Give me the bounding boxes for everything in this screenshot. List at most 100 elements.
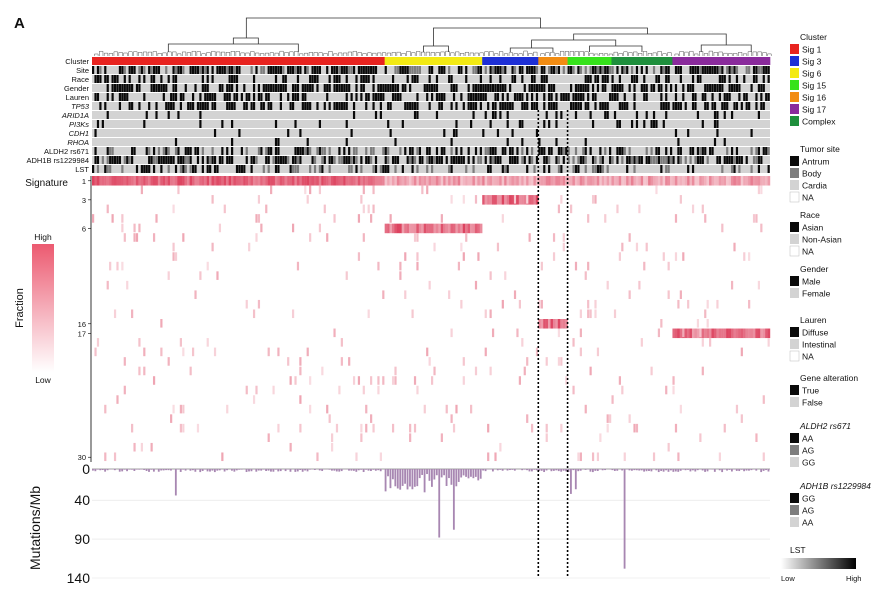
track-cell [328, 84, 331, 92]
track-label-gender: Gender [64, 84, 90, 93]
track-cell [496, 93, 500, 101]
dendrogram-leaf [533, 51, 538, 56]
heatmap-cell [143, 366, 146, 376]
track-cell [228, 84, 231, 92]
track-cell [718, 156, 721, 164]
mutation-bar [760, 469, 763, 473]
mutation-bar [694, 469, 697, 472]
heatmap-cell [355, 176, 359, 186]
heatmap-cell [752, 214, 756, 223]
mutation-bar [706, 469, 709, 472]
heatmap-cell [672, 376, 675, 385]
heatmap-cell [630, 176, 634, 186]
track-cell [723, 93, 726, 101]
lst-high-label: High [846, 574, 861, 583]
legend-item-label: Female [802, 289, 831, 299]
track-cell [233, 93, 236, 101]
heatmap-cell [687, 176, 690, 186]
track-cell [462, 156, 465, 164]
track-cell [384, 156, 387, 164]
heatmap-cell [306, 176, 310, 186]
heatmap-cell [516, 195, 519, 205]
heatmap-cell [645, 176, 649, 186]
track-cell [660, 156, 663, 164]
heatmap-cell [562, 242, 565, 252]
track-cell [689, 66, 692, 74]
heatmap-cell [628, 290, 631, 299]
track-cell [513, 93, 517, 101]
track-cell [228, 156, 231, 164]
track-cell [284, 84, 287, 92]
track-cell [113, 75, 117, 83]
track-cell [640, 156, 643, 164]
track-cell [133, 66, 136, 74]
heatmap-cell [709, 338, 712, 347]
heatmap-cell [701, 176, 705, 186]
dendrogram-leaf [230, 51, 235, 56]
mutation-bar [482, 469, 485, 471]
mutation-bar [687, 469, 689, 470]
track-cell [435, 156, 439, 164]
track-cell [667, 165, 670, 173]
track-cell [494, 147, 497, 155]
heatmap-cell [674, 252, 678, 261]
track-cell [362, 84, 365, 92]
mutation-bar [440, 469, 443, 478]
heatmap-cell [635, 176, 639, 186]
heatmap-cell [699, 328, 702, 338]
track-cell [257, 147, 261, 155]
track-cell [599, 156, 602, 164]
heatmap-cell [491, 195, 495, 205]
track-cell [633, 102, 636, 110]
track-cell [333, 84, 336, 92]
heatmap-cell [572, 176, 576, 186]
track-cell [543, 165, 546, 173]
track-cell [711, 147, 714, 155]
track-cell [579, 102, 582, 110]
track-cell [543, 84, 546, 92]
track-label-lst: LST [75, 165, 89, 174]
track-cell [416, 75, 419, 83]
dendrogram-leaf [425, 51, 431, 56]
legend-item-label: Antrum [802, 157, 829, 167]
heatmap-cell [262, 176, 266, 186]
track-cell [621, 102, 624, 110]
dendrogram-leaf [255, 52, 260, 56]
track-cell [274, 66, 278, 74]
heatmap-cell [643, 261, 646, 271]
mutation-bar [289, 469, 292, 472]
heatmap-cell [306, 195, 309, 204]
heatmap-cell [370, 376, 373, 385]
heatmap-cell [674, 423, 678, 433]
heatmap-cell [745, 176, 749, 186]
track-cell [465, 66, 468, 74]
heatmap-cell [757, 280, 761, 290]
heatmap-cell [323, 204, 326, 214]
track-cell [243, 102, 246, 110]
dendrogram-leaf [545, 52, 550, 56]
track-cell [345, 93, 348, 101]
track-cell [472, 165, 475, 173]
heatmap-cell [96, 176, 100, 186]
track-cell [252, 93, 256, 101]
legend-item-label: Non-Asian [802, 235, 842, 245]
dendrogram-leaf [613, 51, 618, 56]
mutation-bar [623, 469, 626, 569]
track-cell [299, 129, 302, 137]
heatmap-cell [272, 385, 275, 395]
track-cell [479, 156, 482, 164]
track-cell [394, 66, 397, 74]
track-cell [316, 66, 319, 74]
track-cell [530, 102, 534, 110]
heatmap-cell [267, 433, 270, 442]
mutation-bar [99, 469, 102, 471]
mutation-bar [740, 469, 743, 470]
heatmap-cell [418, 176, 422, 186]
track-cell [294, 84, 297, 92]
track-cell [623, 93, 626, 101]
track-cell [550, 84, 553, 92]
heatmap-cell [533, 176, 537, 186]
track-cell [550, 93, 553, 101]
track-cell [604, 66, 607, 74]
heatmap-cell [255, 233, 258, 242]
